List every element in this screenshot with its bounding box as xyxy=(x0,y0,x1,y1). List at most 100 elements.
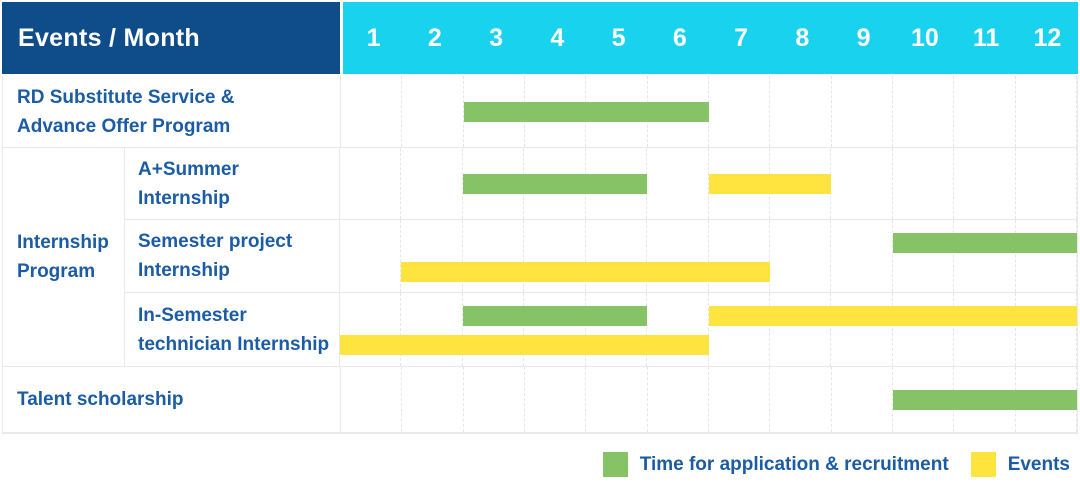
month-grid-cell xyxy=(709,76,771,147)
month-header-cell: 7 xyxy=(734,23,749,52)
month-grid-cell xyxy=(1016,148,1078,219)
month-grid-cell xyxy=(770,367,832,432)
month-grid-cell xyxy=(524,220,586,292)
month-grid-cell xyxy=(770,293,832,366)
table-row: A+Summer Internship xyxy=(125,148,1078,220)
gantt-row-track xyxy=(340,220,1078,292)
month-grid-cell xyxy=(1016,76,1077,147)
gantt-bar-yellow xyxy=(708,306,1077,326)
month-grid-cell xyxy=(340,220,402,292)
month-grid-cell xyxy=(709,367,771,432)
gantt-bar-green xyxy=(463,101,709,122)
table-row: Semester project Internship xyxy=(125,220,1078,293)
month-header-row: 1 2 3 4 5 6 7 8 9 10 11 12 xyxy=(343,2,1078,74)
gantt-row-track xyxy=(341,367,1077,432)
month-header-cell: 3 xyxy=(489,23,504,52)
group-label-internship-program: Internship Program xyxy=(3,148,125,366)
month-grid-cell xyxy=(402,367,464,432)
events-month-header: Events / Month xyxy=(2,2,340,74)
yellow-swatch-icon xyxy=(970,452,996,477)
month-header-cell: 10 xyxy=(910,23,939,52)
month-grid-cell xyxy=(709,293,770,366)
legend: Time for application & recruitment Event… xyxy=(0,452,1070,477)
month-grid-cell xyxy=(402,76,464,147)
legend-item-application-recruitment: Time for application & recruitment xyxy=(602,452,949,477)
internship-program-group: Internship Program A+Summer Internship S… xyxy=(3,148,1078,367)
month-header-cell: 1 xyxy=(366,23,381,52)
month-grid-cell xyxy=(893,220,955,292)
month-grid-cell xyxy=(647,148,709,219)
gantt-table: Events / Month 1 2 3 4 5 6 7 8 9 10 11 12 RD Substi… xyxy=(2,2,1078,434)
month-grid-cell xyxy=(647,293,709,366)
month-header-cell: 11 xyxy=(972,23,1000,52)
month-grid-cell xyxy=(340,293,402,366)
row-label-line: technician Internship xyxy=(138,333,330,355)
legend-label: Events xyxy=(1007,453,1070,475)
gantt-bar-yellow xyxy=(401,262,770,282)
table-row: RD Substitute Service & Advance Offer Pr… xyxy=(3,76,1077,148)
month-grid-cell xyxy=(831,148,893,219)
gantt-row-track xyxy=(341,76,1077,147)
legend-label: Time for application & recruitment xyxy=(639,453,949,475)
month-header-cell: 5 xyxy=(611,23,626,52)
month-grid-cell xyxy=(954,76,1016,147)
month-grid-cell xyxy=(893,293,955,366)
row-label-rd-substitute: RD Substitute Service & Advance Offer Pr… xyxy=(3,76,341,147)
month-grid-cell xyxy=(831,293,893,366)
month-grid-cell xyxy=(586,293,648,366)
month-grid-cell xyxy=(586,220,648,292)
row-label-line: Advance Offer Program xyxy=(17,115,231,137)
month-header-cell: 2 xyxy=(427,23,442,52)
month-grid-cell xyxy=(954,293,1016,366)
row-label-line: Semester project xyxy=(138,231,293,252)
month-grid-cell xyxy=(341,367,403,432)
month-grid-cell xyxy=(401,293,463,366)
month-grid-cell xyxy=(401,148,463,219)
month-header-cell: 9 xyxy=(856,23,871,52)
month-grid-cell xyxy=(832,367,893,432)
month-grid-cell xyxy=(832,76,893,147)
row-label-a-summer-internship: A+Summer Internship xyxy=(125,148,340,219)
month-header-cell: 8 xyxy=(795,23,810,52)
month-header-cell: 6 xyxy=(672,23,687,52)
group-label-line: Program xyxy=(17,261,96,282)
month-grid-cell xyxy=(893,76,955,147)
row-label-in-semester-technician-internship: In-Semester technician Internship xyxy=(125,293,340,366)
month-grid-cell xyxy=(770,76,832,147)
month-grid-cell xyxy=(401,220,463,292)
month-grid-cell xyxy=(954,220,1016,292)
gantt-bar-green xyxy=(462,173,648,194)
month-grid-cell xyxy=(464,367,525,432)
month-grid-cell xyxy=(463,293,525,366)
row-label-line: Talent scholarship xyxy=(17,389,184,410)
group-label-line: Internship xyxy=(17,232,109,253)
gantt-bar-yellow xyxy=(708,173,832,194)
gantt-bar-yellow xyxy=(340,335,709,355)
row-label-line: RD Substitute Service & xyxy=(17,86,235,108)
table-row: Talent scholarship xyxy=(3,367,1077,433)
row-label-line: A+Summer xyxy=(138,158,239,180)
table-body: RD Substitute Service & Advance Offer Pr… xyxy=(2,76,1078,434)
month-grid-cell xyxy=(463,220,525,292)
month-grid-cell xyxy=(954,148,1016,219)
gantt-bar-green xyxy=(893,389,1077,410)
green-swatch-icon xyxy=(602,452,628,477)
table-header: Events / Month 1 2 3 4 5 6 7 8 9 10 11 12 xyxy=(2,2,1078,74)
month-grid-cell xyxy=(340,148,402,219)
month-grid-cell xyxy=(524,293,586,366)
month-grid-cell xyxy=(647,220,709,292)
row-label-semester-project-internship: Semester project Internship xyxy=(125,220,340,292)
month-grid-cell xyxy=(893,148,955,219)
row-label-line: In-Semester xyxy=(138,304,247,326)
row-label-line: Internship xyxy=(138,187,230,209)
month-grid-cell xyxy=(341,76,403,147)
month-grid-cell xyxy=(709,220,770,292)
month-grid-cell xyxy=(525,367,587,432)
gantt-row-track xyxy=(340,148,1078,219)
month-grid-cell xyxy=(831,220,893,292)
month-grid-cell xyxy=(1016,220,1078,292)
month-grid-cell xyxy=(648,367,709,432)
row-label-talent-scholarship: Talent scholarship xyxy=(3,367,341,432)
legend-item-events: Events xyxy=(970,452,1070,477)
